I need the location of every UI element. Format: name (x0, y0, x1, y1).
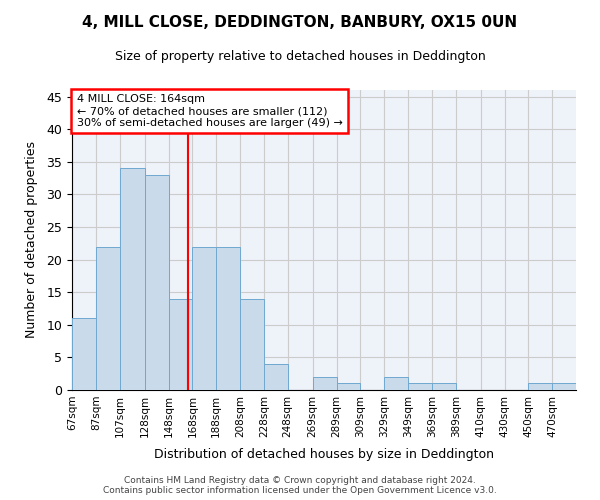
Bar (169, 298, 193, 390)
Bar (193, 246, 216, 390)
Bar (145, 175, 169, 390)
Bar (529, 384, 552, 390)
Y-axis label: Number of detached properties: Number of detached properties (25, 142, 38, 338)
Bar (552, 384, 576, 390)
Text: Size of property relative to detached houses in Deddington: Size of property relative to detached ho… (115, 50, 485, 63)
Bar (216, 246, 240, 390)
Bar (72, 318, 96, 390)
Text: Contains HM Land Registry data © Crown copyright and database right 2024.
Contai: Contains HM Land Registry data © Crown c… (103, 476, 497, 495)
Bar (408, 384, 432, 390)
Bar (96, 246, 119, 390)
Bar (264, 364, 287, 390)
Bar (313, 377, 337, 390)
Bar (432, 384, 455, 390)
Text: 4 MILL CLOSE: 164sqm
← 70% of detached houses are smaller (112)
30% of semi-deta: 4 MILL CLOSE: 164sqm ← 70% of detached h… (77, 94, 343, 128)
Text: 4, MILL CLOSE, DEDDINGTON, BANBURY, OX15 0UN: 4, MILL CLOSE, DEDDINGTON, BANBURY, OX15… (82, 15, 518, 30)
Bar (384, 377, 408, 390)
X-axis label: Distribution of detached houses by size in Deddington: Distribution of detached houses by size … (154, 448, 494, 461)
Bar (337, 384, 361, 390)
Bar (240, 298, 264, 390)
Bar (119, 168, 145, 390)
